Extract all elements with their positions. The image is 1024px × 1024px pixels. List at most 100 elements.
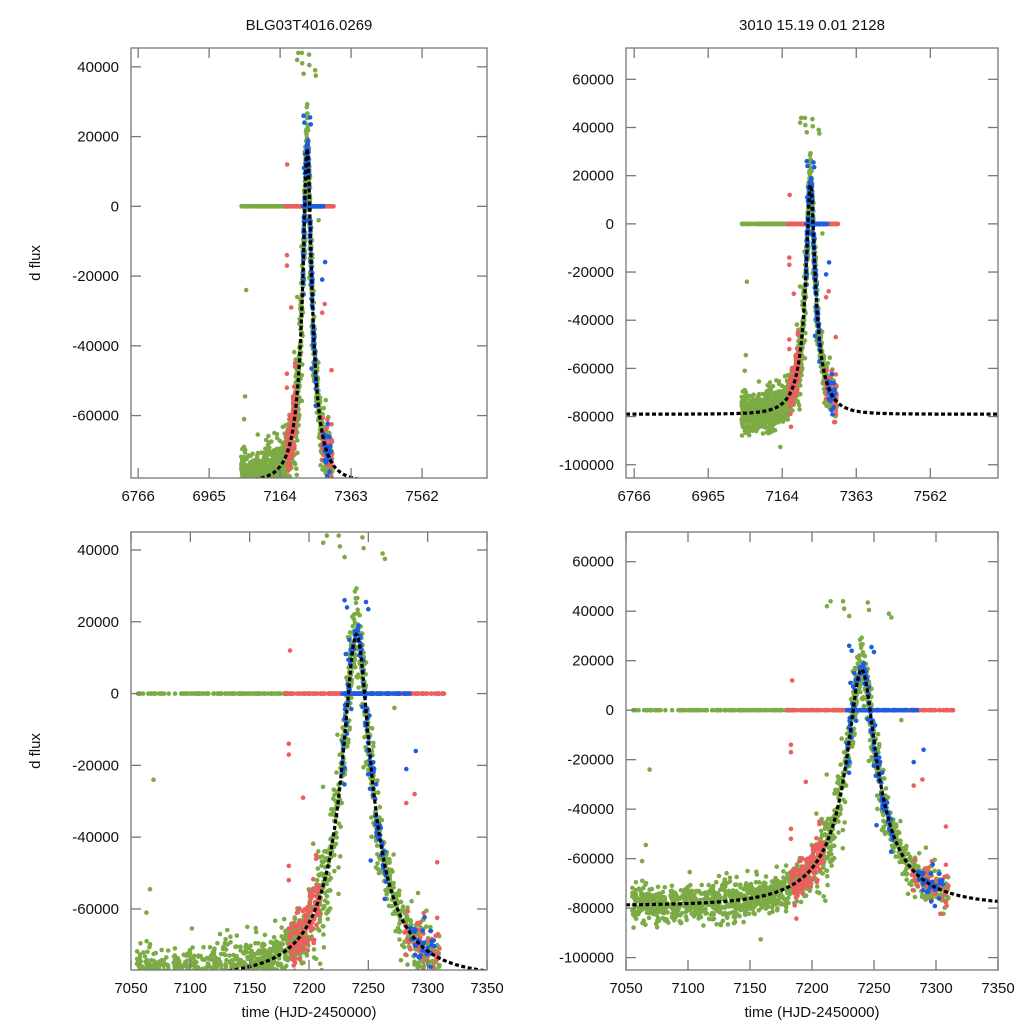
data-point-green [307,62,312,68]
data-point-green [278,480,283,485]
data-point-red [329,480,334,485]
data-point-green [264,481,269,486]
data-point-green [198,971,203,976]
data-point-green [759,424,764,429]
data-point-green [274,481,279,486]
data-point-green [189,972,194,977]
data-point-green [294,57,300,63]
data-point-green [246,487,251,492]
data-point-green [264,971,269,976]
data-point-green [224,977,229,982]
data-point-green [768,411,774,417]
data-point-green [263,469,268,475]
data-point-green [794,398,800,404]
data-point-green [746,418,752,424]
data-point-green [257,489,262,494]
data-point-green [248,480,253,485]
data-point-green [259,975,264,980]
plot-frame [130,47,488,479]
data-point-green [244,490,249,495]
data-point-green [254,488,259,493]
y-tick-label: 20000 [77,129,119,146]
data-point-green [158,1001,163,1006]
data-point-green [279,446,285,451]
data-point-green [323,397,329,403]
data-point-green [782,221,787,227]
data-point-green [269,478,274,483]
data-point-green [294,472,300,478]
data-point-green [780,405,785,410]
data-point-green [251,481,256,486]
data-point-green [774,410,779,416]
data-point-green [739,433,745,438]
data-point-green [253,925,258,931]
data-point-green [266,482,271,487]
panel-top-left: 6766 6965 7164 7363 7562-60000-40000-2000002… [72,47,488,532]
data-point-green [271,448,277,453]
data-point-green [223,691,229,696]
data-point-green [253,502,258,507]
data-point-green [250,464,256,470]
data-point-green [212,971,217,976]
data-point-blue [826,260,832,265]
data-point-green [270,479,275,484]
data-point-green [780,419,786,424]
data-point-green [189,971,194,976]
data-point-green [263,483,268,488]
x-tick-label: 7363 [334,488,367,505]
data-point-green [751,397,756,403]
data-point-red [331,204,336,209]
data-point-green [250,480,255,485]
data-point-red [794,346,800,351]
data-point-blue [325,421,331,427]
data-point-green [244,204,249,209]
data-point-green [258,491,263,496]
data-point-green [254,481,259,486]
data-point-green [214,971,219,976]
data-point-green [165,986,170,991]
data-point-green [163,977,168,982]
data-point-green [199,971,204,976]
data-point-red [831,419,837,425]
data-point-green [240,469,246,474]
data-point-green [164,976,169,981]
data-point-green [236,973,241,978]
data-point-green [252,487,257,492]
data-point-green [267,479,272,484]
data-point-green [246,488,251,493]
data-point-green [251,486,256,491]
data-point-green [242,501,247,506]
data-point-green [743,352,749,358]
data-point-blue [812,333,818,339]
data-point-red [286,479,291,484]
data-point-red [823,295,829,300]
data-point-green [774,378,779,383]
data-point-green [264,478,269,483]
data-point-green [224,958,229,963]
data-point-green [258,480,263,485]
data-point-green [146,997,151,1002]
data-point-green [186,970,191,975]
data-point-green [251,486,256,491]
data-point-green [246,501,251,506]
data-point-green [292,968,297,970]
data-point-green [219,983,224,988]
x-tick-label: 6965 [692,488,725,505]
data-point-green [276,527,281,532]
data-point-green [242,482,247,487]
data-point-green [296,50,301,56]
data-point-green [252,484,257,489]
data-point-green [186,970,191,975]
data-point-green [152,691,157,696]
data-point-green [248,497,253,502]
data-point-green [248,485,253,490]
data-point-green [259,479,264,484]
data-point-green [282,971,287,976]
data-point-green [252,487,257,492]
data-point-green [329,483,334,488]
data-point-red [291,384,297,390]
y-tick-label: 0 [111,198,119,215]
data-point-red [286,468,291,473]
data-point-green [236,971,241,976]
